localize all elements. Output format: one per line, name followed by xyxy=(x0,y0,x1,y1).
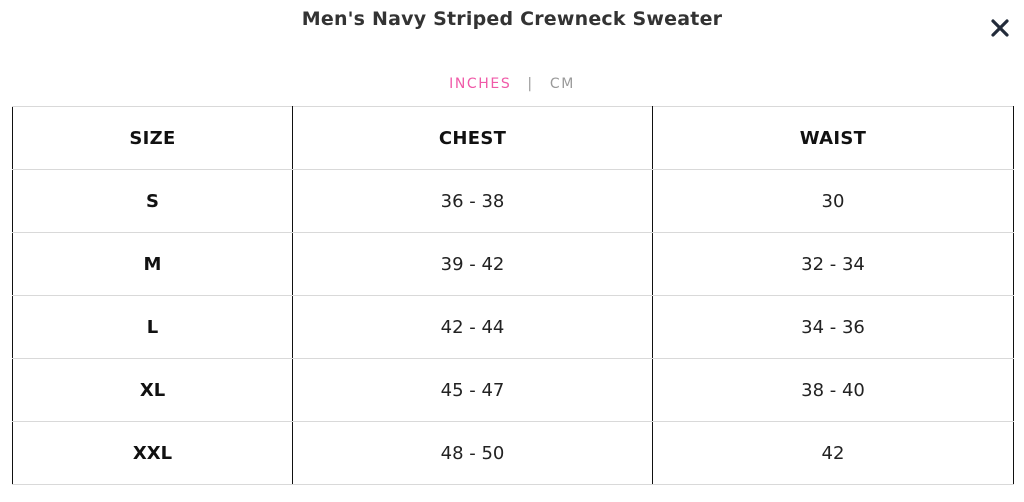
size-chart-table: SIZE CHEST WAIST S 36 - 38 30 M 39 - 42 … xyxy=(12,106,1014,485)
chest-cell: 36 - 38 xyxy=(292,169,653,233)
close-icon xyxy=(991,19,1009,37)
unit-separator: | xyxy=(527,76,534,92)
unit-option-cm[interactable]: CM xyxy=(549,76,575,92)
waist-cell: 38 - 40 xyxy=(652,358,1014,422)
header-chest: CHEST xyxy=(292,106,653,170)
unit-option-inches[interactable]: INCHES xyxy=(449,76,512,92)
size-cell: M xyxy=(12,232,293,296)
header-size: SIZE xyxy=(12,106,293,170)
modal-title: Men's Navy Striped Crewneck Sweater xyxy=(301,8,723,30)
size-cell: XL xyxy=(12,358,293,422)
header-waist: WAIST xyxy=(652,106,1014,170)
size-cell: S xyxy=(12,169,293,233)
chest-cell: 39 - 42 xyxy=(292,232,653,296)
table-row: M 39 - 42 32 - 34 xyxy=(12,232,1014,296)
close-button[interactable] xyxy=(984,12,1016,44)
waist-cell: 32 - 34 xyxy=(652,232,1014,296)
table-row: L 42 - 44 34 - 36 xyxy=(12,295,1014,359)
table-row: XXL 48 - 50 42 xyxy=(12,421,1014,485)
table-row: S 36 - 38 30 xyxy=(12,169,1014,233)
waist-cell: 42 xyxy=(652,421,1014,485)
unit-toggle: INCHES | CM xyxy=(0,76,1024,92)
chest-cell: 45 - 47 xyxy=(292,358,653,422)
chest-cell: 42 - 44 xyxy=(292,295,653,359)
table-header-row: SIZE CHEST WAIST xyxy=(12,106,1014,170)
size-cell: L xyxy=(12,295,293,359)
size-cell: XXL xyxy=(12,421,293,485)
chest-cell: 48 - 50 xyxy=(292,421,653,485)
waist-cell: 30 xyxy=(652,169,1014,233)
waist-cell: 34 - 36 xyxy=(652,295,1014,359)
table-row: XL 45 - 47 38 - 40 xyxy=(12,358,1014,422)
